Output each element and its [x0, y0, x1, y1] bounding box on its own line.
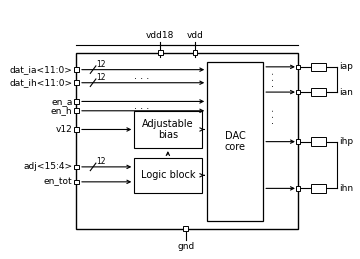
- Text: . . .: . . .: [134, 71, 149, 81]
- Text: 12: 12: [96, 157, 105, 166]
- Text: adj<15:4>: adj<15:4>: [23, 162, 72, 171]
- Text: en_h: en_h: [51, 106, 72, 115]
- Bar: [296, 139, 300, 144]
- Bar: [311, 184, 326, 193]
- Text: en_tot: en_tot: [44, 177, 72, 186]
- Text: vdd18: vdd18: [146, 31, 175, 40]
- Bar: [296, 64, 300, 69]
- Bar: [134, 111, 202, 148]
- Text: dat_ih<11:0>: dat_ih<11:0>: [9, 78, 72, 87]
- Text: dat_ia<11:0>: dat_ia<11:0>: [10, 65, 72, 74]
- Text: Logic block: Logic block: [141, 170, 195, 180]
- Text: en_a: en_a: [51, 97, 72, 106]
- Bar: [296, 90, 300, 95]
- Bar: [74, 109, 78, 113]
- Bar: [193, 51, 197, 55]
- Bar: [74, 67, 78, 72]
- Text: v12: v12: [56, 125, 72, 134]
- Text: iap: iap: [339, 62, 353, 71]
- Text: ihp: ihp: [339, 137, 353, 146]
- Text: . . .: . . .: [134, 101, 149, 111]
- Bar: [74, 127, 78, 132]
- Bar: [74, 164, 78, 169]
- Bar: [134, 157, 202, 193]
- Text: 12: 12: [96, 60, 105, 69]
- Text: Adjustable
bias: Adjustable bias: [142, 119, 194, 140]
- Bar: [311, 88, 326, 96]
- Text: vdd: vdd: [186, 31, 203, 40]
- Bar: [76, 53, 298, 229]
- Bar: [74, 179, 78, 184]
- Text: ian: ian: [339, 88, 353, 97]
- Bar: [158, 51, 163, 55]
- Text: . . .: . . .: [266, 72, 276, 87]
- Bar: [311, 63, 326, 71]
- Text: DAC
core: DAC core: [225, 131, 246, 153]
- Bar: [296, 186, 300, 191]
- Bar: [183, 226, 188, 231]
- Text: ihn: ihn: [339, 184, 353, 193]
- Text: 12: 12: [96, 73, 105, 82]
- Bar: [207, 62, 263, 221]
- Bar: [311, 138, 326, 146]
- Bar: [74, 80, 78, 85]
- Text: . . .: . . .: [266, 109, 276, 125]
- Text: gnd: gnd: [177, 242, 194, 251]
- Bar: [74, 99, 78, 104]
